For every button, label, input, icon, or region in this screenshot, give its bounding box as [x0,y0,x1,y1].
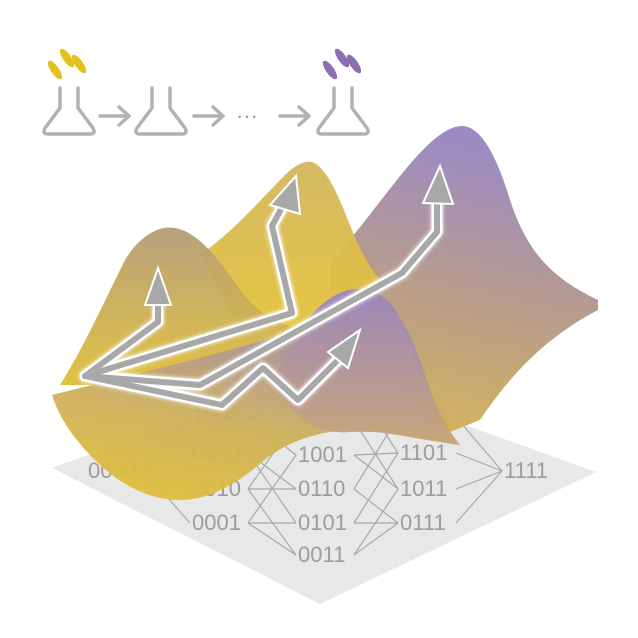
path-to-front-peak [82,352,346,408]
arrowhead-middle-peak [268,173,302,216]
path-to-middle-peak [82,197,295,379]
molecule-icon-end [322,48,362,80]
arrowhead-left-peak [143,264,173,306]
evolution-paths [79,194,443,411]
hypercube-edge [353,452,399,524]
hypercube-edge [247,522,297,556]
hypercube-edge [247,454,297,524]
hypercube-edge [353,488,399,556]
hypercube-node-1111: 1111 [504,458,548,483]
hypercube-edge [353,488,399,524]
hypercube-node-0011: 0011 [298,542,345,567]
directed-evolution-chain: ··· [42,48,370,136]
flask-icon-3 [316,86,370,136]
hypercube-node-0111: 0111 [400,510,446,535]
hypercube-edge [353,522,399,556]
path-arrowheads [143,163,455,370]
flask-icon-1 [42,86,96,136]
arrowhead-front-peak [326,327,362,370]
hypercube-edge [247,488,297,556]
hypercube-node-0110: 0110 [298,476,345,501]
path-to-right-peak [82,197,440,388]
hypercube-node-1101: 1101 [400,440,447,465]
path-to-left-peak [82,297,161,379]
hypercube-node-1011: 1011 [400,476,447,501]
landscape-peak-front [270,289,460,445]
right-arrow-icon-3 [278,105,311,127]
chain-ellipsis: ··· [236,103,258,128]
molecule-icon-start [47,48,87,80]
hypercube-edge [455,470,503,490]
hypercube-node-0101: 0101 [298,510,347,535]
right-arrow-icon-1 [98,105,131,127]
hypercube-edge [353,454,399,490]
arrowhead-right-peak [421,163,455,206]
hypercube-edge [353,420,399,490]
hypercube-edge [455,452,503,472]
landscape-peak-middle [200,161,380,330]
hypercube-edge [455,470,503,524]
hypercube-node-0001: 0001 [192,510,241,535]
hypercube-node-1001: 1001 [298,442,347,467]
flask-icon-2 [134,86,188,136]
right-arrow-icon-2 [192,105,225,127]
